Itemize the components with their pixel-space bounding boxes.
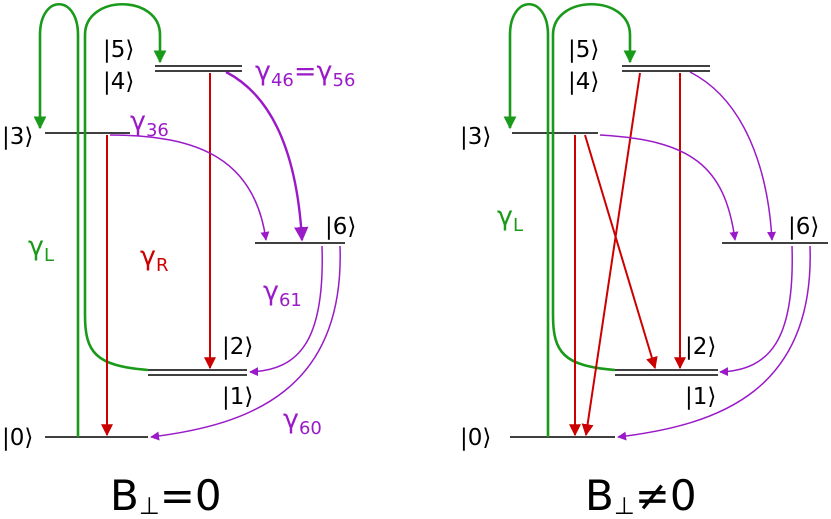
rate-symbol: γ xyxy=(28,231,44,262)
caption: B⊥≠0 xyxy=(585,471,697,519)
rate-sub: 61 xyxy=(279,290,302,311)
decay-arrow xyxy=(109,134,270,241)
level-label: |6⟩ xyxy=(788,214,819,240)
decay-arrow xyxy=(150,245,341,441)
rate-equals: = xyxy=(294,56,317,87)
rate-label: γR xyxy=(140,241,169,276)
rate-symbol: γ xyxy=(317,56,333,87)
rate-sub: R xyxy=(156,255,169,276)
pump-arrow xyxy=(83,3,167,372)
decay-arrow xyxy=(719,245,793,377)
caption-relation: =0 xyxy=(160,471,222,519)
caption-sub: ⊥ xyxy=(139,492,160,519)
rate-symbol: γ xyxy=(140,241,156,272)
rate-symbol: γ xyxy=(283,404,299,435)
rate-sub: 56 xyxy=(333,70,356,91)
pump-arrow xyxy=(33,3,80,437)
decay-arrow xyxy=(599,134,739,241)
rate-label: γ36 xyxy=(130,106,169,141)
decay-arrow xyxy=(617,245,811,441)
level-label: |3⟩ xyxy=(460,124,491,150)
rate-label: γL xyxy=(497,201,523,236)
caption-main: B xyxy=(585,471,614,519)
rate-label: γ61 xyxy=(263,276,302,311)
caption-relation: ≠0 xyxy=(635,471,697,519)
rate-label: γ46=γ56 xyxy=(255,56,355,91)
caption-main: B xyxy=(110,471,139,519)
rate-symbol: γ xyxy=(497,201,513,232)
rate-symbol: γ xyxy=(130,106,146,137)
decay-arrow xyxy=(249,245,323,377)
level-label: |5⟩ xyxy=(103,37,134,63)
decay-arrow xyxy=(584,134,658,370)
rate-sub: 46 xyxy=(271,70,294,91)
panel-left: |0⟩ |1⟩ |2⟩ |3⟩ |4⟩ |5⟩ |6⟩ γ36 γ46=γ56 … xyxy=(2,3,356,519)
rate-sub: L xyxy=(44,245,54,266)
level-label: |0⟩ xyxy=(460,425,491,451)
rate-sub: L xyxy=(513,215,523,236)
caption-sub: ⊥ xyxy=(614,492,635,519)
level-label: |2⟩ xyxy=(685,334,716,360)
decay-arrow xyxy=(225,70,309,242)
panel-right: |0⟩ |1⟩ |2⟩ |3⟩ |4⟩ |5⟩ |6⟩ γL B⊥≠0 xyxy=(460,3,828,519)
rate-label: γ60 xyxy=(283,404,322,439)
pump-arrow xyxy=(503,3,550,437)
level-label: |3⟩ xyxy=(2,124,33,150)
rate-symbol: γ xyxy=(263,276,279,307)
rate-symbol: γ xyxy=(255,56,271,87)
caption: B⊥=0 xyxy=(110,471,222,519)
level-label: |5⟩ xyxy=(568,37,599,63)
level-label: |1⟩ xyxy=(222,384,253,410)
decay-arrow xyxy=(581,72,641,437)
decay-arrow xyxy=(689,71,777,241)
level-label: |1⟩ xyxy=(685,384,716,410)
rate-label: γL xyxy=(28,231,54,266)
rate-sub: 60 xyxy=(299,418,322,439)
level-label: |4⟩ xyxy=(568,69,599,95)
rate-sub: 36 xyxy=(146,120,169,141)
level-label: |6⟩ xyxy=(325,214,356,240)
level-label: |4⟩ xyxy=(103,69,134,95)
level-label: |2⟩ xyxy=(222,334,253,360)
level-label: |0⟩ xyxy=(2,425,33,451)
pump-arrow xyxy=(551,3,637,372)
